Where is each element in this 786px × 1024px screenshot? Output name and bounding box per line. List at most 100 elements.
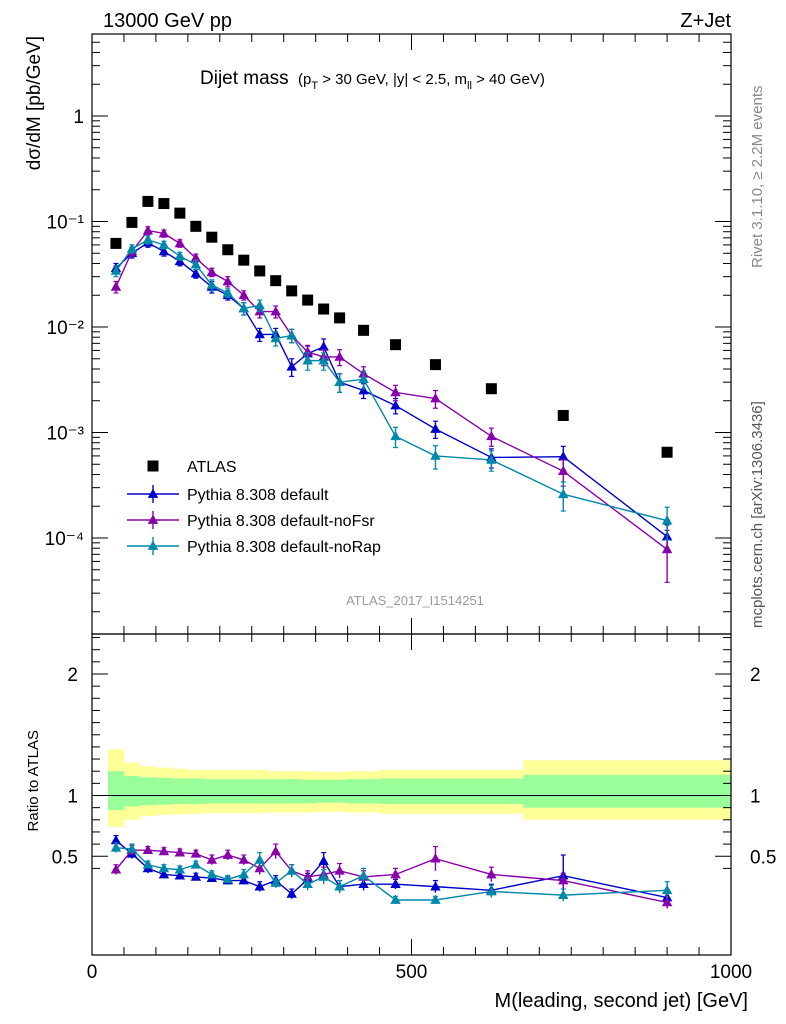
ratio-data-point [302, 871, 313, 881]
rivet-label: Rivet 3.1.10, ≥ 2.2M events [749, 86, 766, 269]
data-point [222, 275, 234, 286]
data-point-atlas [270, 275, 282, 287]
data-point [206, 279, 218, 289]
data-point [190, 268, 202, 278]
ratio-data-point [318, 871, 329, 881]
ratio-data-point [358, 870, 369, 880]
data-point [661, 543, 673, 554]
stat-uncertainty-band [235, 779, 253, 804]
data-point-atlas [206, 231, 218, 243]
legend-label: Pythia 8.308 default-noFsr [187, 513, 375, 530]
data-point-atlas [222, 244, 234, 256]
ratio-data-point [286, 888, 297, 898]
legend-label: Pythia 8.308 default [187, 487, 329, 504]
data-point [390, 386, 401, 397]
data-point-atlas [334, 312, 346, 324]
legend-label: ATLAS [187, 459, 237, 476]
main-y-tick-label: 1 [73, 107, 84, 128]
data-point [158, 239, 170, 249]
data-point [238, 302, 249, 313]
ratio-y-tick-label: 0.5 [52, 847, 78, 868]
plot-title: Dijet mass (pT > 30 GeV, |y| < 2.5, mll … [200, 68, 545, 92]
ratio-data-point [558, 889, 569, 899]
data-point-atlas [158, 198, 170, 210]
data-point-atlas [429, 359, 441, 371]
ratio-data-point [158, 862, 170, 873]
ratio-data-point [334, 865, 345, 875]
data-point [390, 400, 401, 410]
data-point [302, 346, 313, 356]
stat-uncertainty-band [523, 774, 604, 808]
ratio-data-point [206, 854, 218, 864]
data-point [486, 454, 497, 464]
stat-uncertainty-band [155, 777, 173, 805]
main-data-layer [110, 195, 673, 583]
ratio-data-point [286, 865, 297, 875]
data-point [142, 225, 154, 235]
stat-uncertainty-band [267, 779, 284, 804]
data-point [358, 385, 369, 395]
data-point [158, 245, 170, 256]
ratio-data-point [222, 849, 234, 859]
data-point [558, 451, 569, 461]
stat-uncertainty-band [187, 778, 205, 805]
ratio-data-point [486, 885, 497, 896]
data-point-atlas [238, 254, 250, 266]
ratio-data-point [254, 862, 265, 873]
data-point [158, 227, 170, 238]
ratio-data-point [318, 855, 329, 865]
main-y-tick-label: 10⁻⁴ [45, 529, 84, 550]
y-axis-title-main: dσ/dM [pb/GeV] [24, 36, 45, 170]
ratio-y-tick-label-right: 1 [750, 787, 761, 808]
data-point [270, 306, 281, 316]
legend-marker [147, 514, 159, 524]
data-point-atlas [190, 220, 202, 232]
data-point-atlas [110, 237, 122, 249]
y-axis-title-ratio: Ratio to ATLAS [25, 730, 42, 831]
plot-title-sub: (pT > 30 GeV, |y| < 2.5, mll > 40 GeV) [298, 71, 545, 92]
ratio-y-tick-label-right: 2 [750, 665, 761, 686]
beam-label: 13000 GeV pp [103, 10, 232, 32]
data-point [110, 281, 122, 291]
x-axis-title: M(leading, second jet) [GeV] [495, 990, 748, 1012]
analysis-id: ATLAS_2017_I1514251 [346, 593, 484, 608]
ratio-data-point [430, 853, 441, 863]
ratio-data-point [270, 877, 281, 887]
data-point-atlas [358, 324, 370, 336]
process-label: Z+Jet [680, 10, 731, 32]
ratio-data-point [254, 881, 265, 891]
ratio-data-point [110, 842, 122, 852]
data-point [430, 393, 441, 403]
ratio-data-point [158, 868, 170, 879]
data-point-atlas [485, 383, 497, 395]
legend-marker [147, 540, 159, 550]
data-point [254, 299, 265, 310]
data-point [334, 376, 345, 387]
data-point [206, 266, 218, 277]
ratio-data-point [174, 870, 186, 880]
data-point-atlas [302, 294, 314, 306]
stat-uncertainty-band [107, 771, 125, 811]
stat-uncertainty-band [283, 779, 300, 804]
data-point [190, 259, 202, 269]
data-point [302, 355, 313, 365]
ratio-data-point [661, 896, 673, 907]
main-y-tick-label: 10⁻¹ [47, 213, 85, 234]
main-axis-ticks: 10⁻⁴ 10⁻³ 10⁻² 10⁻¹ 1 [45, 34, 732, 634]
data-point [238, 289, 249, 300]
data-point [334, 351, 345, 361]
ratio-data-point [390, 878, 401, 889]
data-point [142, 234, 154, 244]
legend-marker-atlas [147, 460, 159, 472]
x-tick-label: 500 [396, 962, 428, 983]
legend-marker [147, 488, 159, 498]
data-point [110, 265, 122, 275]
ratio-data-point [661, 884, 673, 895]
ratio-uncertainty-bands [107, 749, 731, 828]
data-point-atlas [142, 195, 154, 207]
ratio-data-point [430, 881, 441, 891]
stat-uncertainty-band [123, 776, 141, 807]
ratio-data-point [358, 878, 369, 889]
data-point [558, 465, 569, 476]
data-point [270, 332, 281, 343]
